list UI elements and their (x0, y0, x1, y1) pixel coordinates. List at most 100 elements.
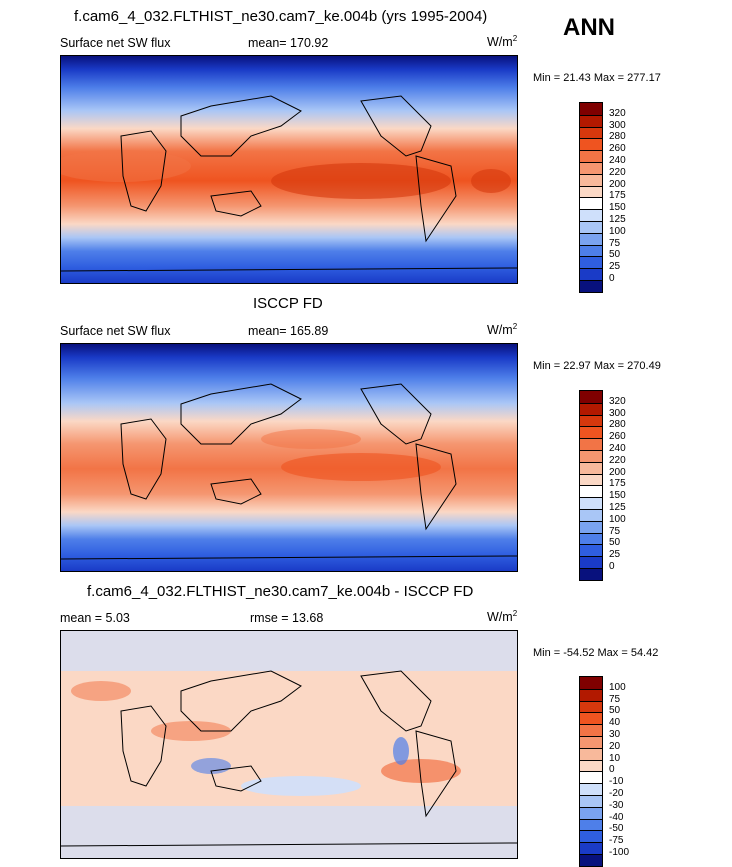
colorbar-swatch (580, 126, 602, 139)
panel1-title: f.cam6_4_032.FLTHIST_ne30.cam7_ke.004b (… (74, 8, 488, 25)
colorbar-tick-label: 50 (609, 705, 621, 717)
colorbar-tick-label: 260 (609, 143, 626, 155)
colorbar-tick-label: 150 (609, 490, 626, 502)
colorbar-tick-label: 0 (609, 273, 615, 284)
colorbar-swatch (580, 173, 602, 186)
colorbar-swatch (580, 724, 602, 736)
colorbar-swatch (580, 485, 602, 498)
colorbar-swatch (580, 830, 602, 843)
colorbar-tick-label: -20 (609, 788, 624, 799)
colorbar-swatch (580, 688, 602, 701)
colorbar-swatch (580, 556, 602, 568)
colorbar-tick-label: 20 (609, 740, 621, 752)
colorbar-swatch (580, 268, 602, 280)
colorbar-swatch (580, 402, 602, 415)
colorbar-swatch (580, 114, 602, 127)
colorbar-tick-label: 260 (609, 431, 626, 443)
panel3-map (60, 630, 518, 859)
colorbar-tick-label: -75 (609, 835, 624, 847)
panel1-map (60, 55, 518, 284)
colorbar-swatch (580, 438, 602, 450)
colorbar-swatch (580, 473, 602, 486)
panel2-units: W/m2 (487, 322, 518, 338)
colorbar-swatch (580, 712, 602, 725)
colorbar-tick-label: 0 (609, 764, 615, 776)
panel1-minmax: Min = 21.43 Max = 277.17 (533, 72, 661, 84)
colorbar-tick-label: 75 (609, 693, 621, 705)
panel2-map (60, 343, 518, 572)
colorbar-tick-label: 75 (609, 237, 621, 249)
colorbar-tick-label: 125 (609, 214, 626, 225)
colorbar-swatch (580, 700, 602, 713)
colorbar-swatch (580, 497, 602, 509)
colorbar-tick-label: 40 (609, 717, 621, 729)
colorbar-tick-label: 100 (609, 513, 626, 525)
panel3-rmse: rmse = 13.68 (250, 611, 324, 625)
colorbar-swatch (580, 161, 602, 174)
panel2-minmax: Min = 22.97 Max = 270.49 (533, 360, 661, 372)
colorbar-swatch (580, 794, 602, 807)
colorbar-swatch (580, 853, 602, 866)
colorbar-tick-label: 100 (609, 681, 626, 693)
colorbar-tick-label: 320 (609, 107, 626, 119)
colorbar-tick-label: -100 (609, 847, 630, 858)
colorbar-swatch (580, 279, 602, 292)
colorbar-swatch (580, 244, 602, 257)
panel3-title: f.cam6_4_032.FLTHIST_ne30.cam7_ke.004b -… (87, 583, 474, 600)
season-label: ANN (563, 14, 615, 41)
colorbar-swatch (580, 414, 602, 427)
colorbar-tick-label: 10 (609, 752, 621, 764)
colorbar-tick-label: 200 (609, 178, 626, 190)
colorbar-swatch (580, 818, 602, 831)
panel3-colorbar-swatches (579, 676, 603, 867)
colorbar-tick-label: 240 (609, 155, 626, 166)
colorbar-swatch (580, 256, 602, 269)
panel1-mean: mean= 170.92 (248, 36, 329, 50)
colorbar-swatch (580, 449, 602, 462)
colorbar-swatch (580, 735, 602, 748)
colorbar-tick-label: 320 (609, 395, 626, 407)
colorbar-swatch (580, 677, 602, 689)
panel2-mean: mean= 165.89 (248, 324, 329, 338)
colorbar-tick-label: 280 (609, 419, 626, 431)
colorbar-swatch (580, 150, 602, 162)
colorbar-tick-label: 0 (609, 561, 615, 572)
colorbar-tick-label: 175 (609, 190, 626, 202)
colorbar-swatch (580, 520, 602, 533)
colorbar-tick-label: 50 (609, 537, 621, 549)
colorbar-swatch (580, 544, 602, 557)
colorbar-swatch (580, 759, 602, 772)
colorbar-swatch (580, 747, 602, 760)
colorbar-tick-label: 220 (609, 454, 626, 466)
colorbar-swatch (580, 391, 602, 403)
colorbar-tick-label: 280 (609, 131, 626, 143)
colorbar-tick-label: 175 (609, 478, 626, 490)
colorbar-tick-label: -50 (609, 823, 624, 835)
panel3-minmax: Min = -54.52 Max = 54.42 (533, 647, 659, 659)
panel2-field-label: Surface net SW flux (60, 324, 171, 338)
colorbar-tick-label: 125 (609, 502, 626, 513)
panel3-mean: mean = 5.03 (60, 611, 130, 625)
colorbar-swatch (580, 138, 602, 151)
colorbar-tick-label: 30 (609, 729, 621, 740)
panel3-map-svg (61, 631, 517, 858)
colorbar-swatch (580, 783, 602, 795)
panel1-colorbar-swatches (579, 102, 603, 293)
panel1-field-label: Surface net SW flux (60, 36, 171, 50)
colorbar-tick-label: -30 (609, 799, 624, 811)
colorbar-swatch (580, 806, 602, 819)
colorbar-tick-label: 300 (609, 119, 626, 131)
panel3-units: W/m2 (487, 609, 518, 625)
colorbar-tick-label: -40 (609, 811, 624, 823)
panel2-title: ISCCP FD (253, 295, 323, 312)
colorbar-swatch (580, 197, 602, 210)
colorbar-swatch (580, 508, 602, 521)
colorbar-tick-label: 50 (609, 249, 621, 261)
colorbar-swatch (580, 426, 602, 439)
colorbar-tick-label: 240 (609, 443, 626, 454)
colorbar-swatch (580, 220, 602, 233)
colorbar-swatch (580, 567, 602, 580)
colorbar-tick-label: 220 (609, 166, 626, 178)
colorbar-swatch (580, 842, 602, 854)
panel1-map-svg (61, 56, 517, 283)
